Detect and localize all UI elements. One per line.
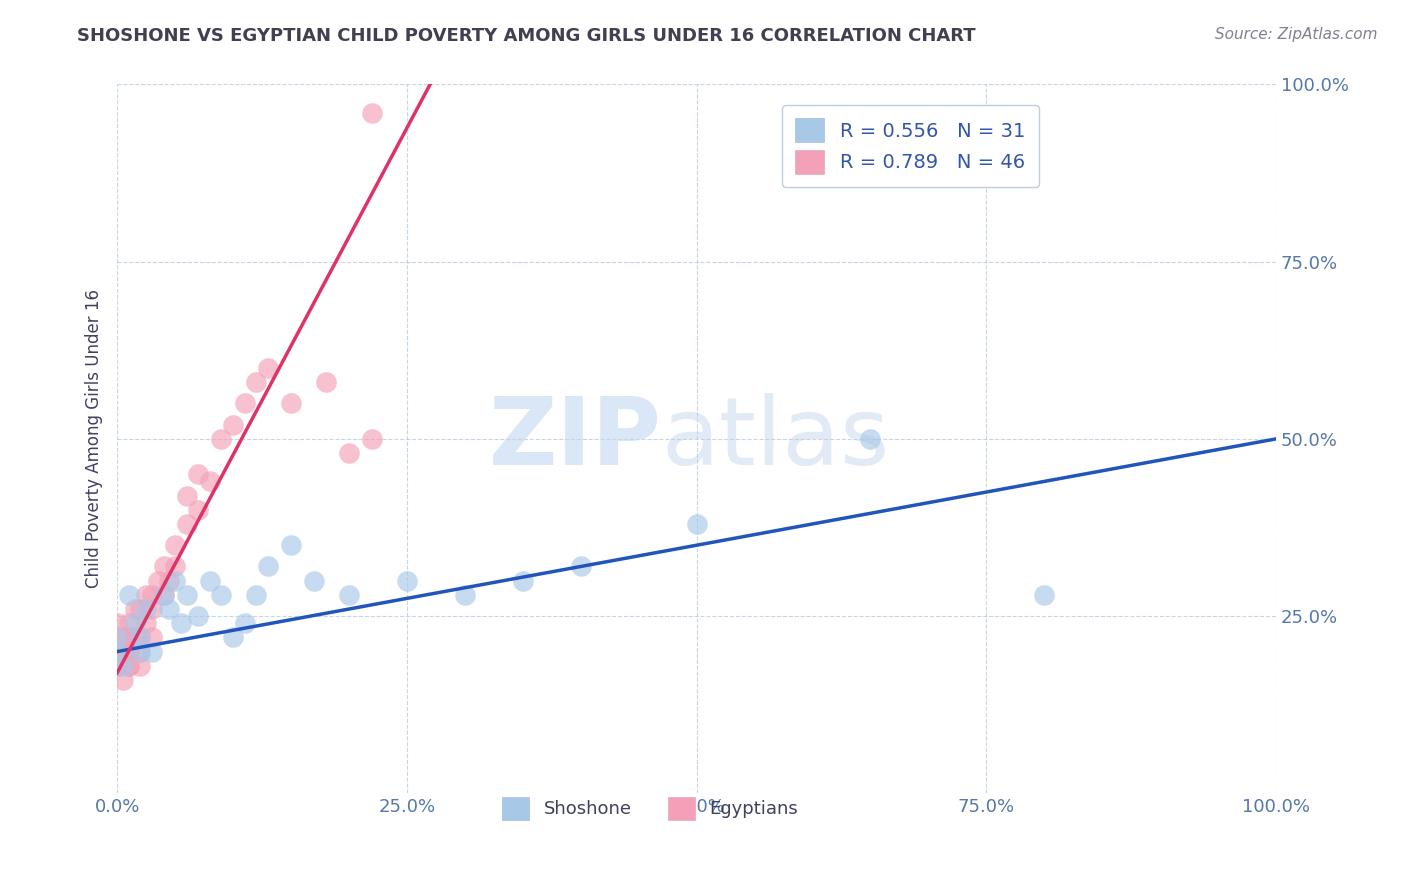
Point — [859, 432, 882, 446]
Point — [141, 588, 163, 602]
Point — [233, 396, 256, 410]
Point — [129, 658, 152, 673]
Point — [187, 503, 209, 517]
Point — [361, 432, 384, 446]
Point — [118, 644, 141, 658]
Point — [198, 475, 221, 489]
Point — [1033, 588, 1056, 602]
Point — [211, 432, 233, 446]
Point — [105, 631, 128, 645]
Point — [152, 588, 174, 602]
Point — [280, 396, 302, 410]
Point — [129, 644, 152, 658]
Point — [395, 574, 418, 588]
Point — [165, 538, 187, 552]
Point — [141, 644, 163, 658]
Point — [256, 361, 278, 376]
Point — [157, 602, 180, 616]
Point — [135, 602, 157, 616]
Point — [176, 516, 198, 531]
Point — [105, 644, 128, 658]
Point — [165, 559, 187, 574]
Y-axis label: Child Poverty Among Girls Under 16: Child Poverty Among Girls Under 16 — [86, 289, 103, 589]
Point — [124, 616, 146, 631]
Point — [198, 574, 221, 588]
Point — [105, 658, 128, 673]
Point — [129, 644, 152, 658]
Point — [176, 489, 198, 503]
Point — [302, 574, 325, 588]
Point — [146, 574, 169, 588]
Point — [165, 574, 187, 588]
Point — [233, 616, 256, 631]
Point — [124, 631, 146, 645]
Point — [361, 105, 384, 120]
Point — [337, 446, 360, 460]
Point — [569, 559, 592, 574]
Point — [187, 609, 209, 624]
Text: SHOSHONE VS EGYPTIAN CHILD POVERTY AMONG GIRLS UNDER 16 CORRELATION CHART: SHOSHONE VS EGYPTIAN CHILD POVERTY AMONG… — [77, 27, 976, 45]
Legend: Shoshone, Egyptians: Shoshone, Egyptians — [488, 783, 813, 834]
Point — [152, 588, 174, 602]
Point — [454, 588, 477, 602]
Point — [280, 538, 302, 552]
Point — [105, 644, 128, 658]
Point — [685, 516, 707, 531]
Text: atlas: atlas — [662, 392, 890, 485]
Point — [118, 588, 141, 602]
Point — [105, 631, 128, 645]
Text: Source: ZipAtlas.com: Source: ZipAtlas.com — [1215, 27, 1378, 42]
Point — [111, 658, 134, 673]
Point — [135, 616, 157, 631]
Point — [245, 375, 267, 389]
Point — [111, 631, 134, 645]
Point — [222, 631, 245, 645]
Point — [157, 574, 180, 588]
Point — [124, 602, 146, 616]
Point — [118, 616, 141, 631]
Point — [135, 588, 157, 602]
Point — [315, 375, 337, 389]
Point — [337, 588, 360, 602]
Point — [111, 673, 134, 687]
Point — [118, 658, 141, 673]
Point — [211, 588, 233, 602]
Point — [105, 658, 128, 673]
Point — [222, 417, 245, 432]
Point — [118, 644, 141, 658]
Text: ZIP: ZIP — [489, 392, 662, 485]
Point — [105, 644, 128, 658]
Point — [152, 559, 174, 574]
Point — [170, 616, 193, 631]
Point — [256, 559, 278, 574]
Point — [245, 588, 267, 602]
Point — [118, 658, 141, 673]
Point — [129, 602, 152, 616]
Point — [105, 616, 128, 631]
Point — [187, 467, 209, 482]
Point — [141, 602, 163, 616]
Point — [141, 631, 163, 645]
Point — [118, 631, 141, 645]
Point — [129, 631, 152, 645]
Point — [129, 631, 152, 645]
Point — [176, 588, 198, 602]
Point — [512, 574, 534, 588]
